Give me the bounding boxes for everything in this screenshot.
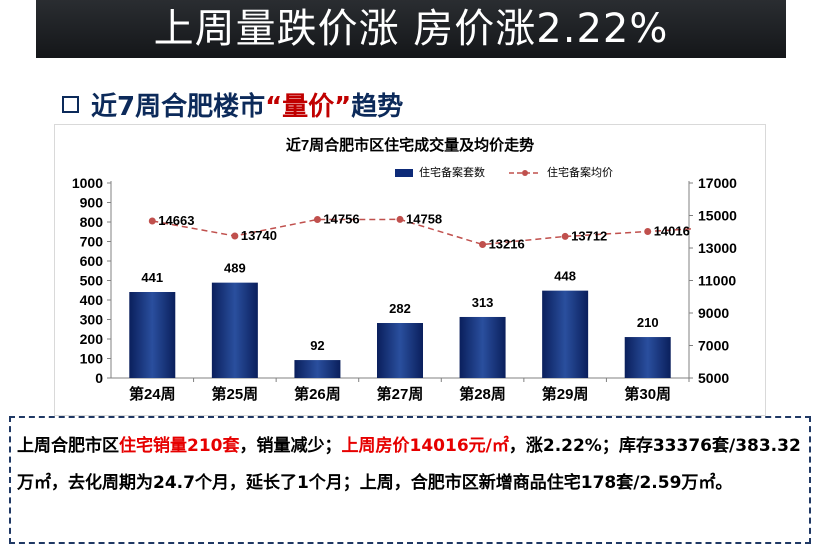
bar-value-label: 92 (310, 338, 324, 353)
section-heading: 近7周合肥楼市 “量价” 趋势 (62, 84, 403, 124)
bar-第28周 (459, 316, 506, 378)
bar-value-label: 489 (224, 261, 246, 276)
price-point (231, 232, 239, 240)
y-right-tick-label: 7000 (698, 338, 729, 354)
summary-text-2: ，销量减少； (239, 436, 342, 456)
price-line (152, 218, 692, 246)
price-point (644, 227, 652, 235)
y-right-tick-label: 17000 (698, 175, 737, 191)
y-left-tick-label: 1000 (72, 175, 103, 191)
y-left-tick-label: 200 (80, 331, 104, 347)
legend-line-marker (522, 170, 528, 176)
price-point (479, 240, 487, 248)
bar-第25周 (211, 282, 258, 378)
legend-line-label: 住宅备案均价 (547, 165, 613, 179)
y-left-tick-label: 700 (80, 234, 104, 250)
bar-value-label: 313 (472, 295, 494, 310)
legend-bar-swatch (395, 169, 413, 177)
summary-sales-highlight: 住宅销量210套 (119, 436, 240, 456)
bar-value-label: 448 (554, 269, 576, 284)
price-value-label: 14758 (406, 211, 442, 226)
price-value-label: 14756 (323, 211, 359, 226)
y-right-tick-label: 9000 (698, 305, 729, 321)
y-right-tick-label: 11000 (698, 273, 736, 289)
y-left-tick-label: 300 (80, 312, 104, 328)
y-left-tick-label: 0 (95, 370, 103, 386)
summary-price-highlight: 上周房价14016元/㎡ (341, 436, 509, 456)
page-title: 上周量跌价涨 房价涨2.22% (153, 6, 669, 52)
legend-bar-label: 住宅备案套数 (419, 165, 485, 179)
section-heading-suffix: 趋势 (351, 91, 404, 122)
summary-box: 上周合肥市区住宅销量210套，销量减少；上周房价14016元/㎡，涨2.22%；… (9, 416, 811, 544)
bar-value-label: 282 (389, 301, 411, 316)
checkbox-square-icon (62, 95, 79, 113)
summary-text-3: ，涨2.22%；库存33376套/383.32万㎡，去化周期为24.7个月，延长… (17, 436, 801, 493)
x-tick-label: 第29周 (542, 385, 589, 403)
y-right-tick-label: 13000 (698, 240, 737, 256)
bar-第30周 (624, 337, 671, 378)
section-heading-highlight: “量价” (265, 91, 352, 122)
bar-第27周 (377, 323, 423, 378)
bar-value-label: 210 (637, 315, 659, 330)
y-left-tick-label: 800 (80, 214, 104, 230)
y-left-tick-label: 400 (80, 292, 104, 308)
bar-第24周 (129, 292, 176, 378)
x-tick-label: 第24周 (129, 385, 176, 403)
bar-第29周 (542, 290, 589, 378)
x-tick-label: 第26周 (294, 385, 341, 403)
price-point (561, 232, 569, 240)
price-value-label: 13712 (571, 228, 607, 243)
y-left-tick-label: 900 (80, 195, 104, 211)
price-point (396, 215, 404, 223)
bar-value-label: 441 (141, 270, 163, 285)
y-left-tick-label: 600 (80, 253, 104, 269)
price-value-label: 13740 (241, 228, 277, 243)
bar-第26周 (294, 360, 341, 378)
chart-panel: 近7周合肥市区住宅成交量及均价走势住宅备案套数 住宅备案均价 0 100 200 300 4… (54, 124, 766, 416)
summary-text-1: 上周合肥市区 (17, 436, 119, 456)
price-value-label: 13216 (489, 236, 525, 251)
x-tick-label: 第25周 (212, 385, 259, 403)
x-tick-label: 第27周 (377, 385, 424, 403)
y-left-tick-label: 500 (80, 273, 104, 289)
price-point (313, 215, 321, 223)
y-right-tick-label: 15000 (698, 208, 737, 224)
chart-title: 近7周合肥市区住宅成交量及均价走势 (286, 136, 534, 154)
price-point (148, 217, 156, 225)
x-tick-label: 第28周 (459, 385, 506, 403)
section-heading-prefix: 近7周合肥楼市 (91, 91, 266, 122)
title-banner: 上周量跌价涨 房价涨2.22% (36, 0, 786, 58)
price-value-label: 14663 (158, 213, 194, 228)
price-value-label: 14016 (654, 223, 690, 238)
y-right-tick-label: 5000 (698, 370, 729, 386)
x-tick-label: 第30周 (624, 385, 671, 403)
y-left-tick-label: 100 (80, 351, 104, 367)
